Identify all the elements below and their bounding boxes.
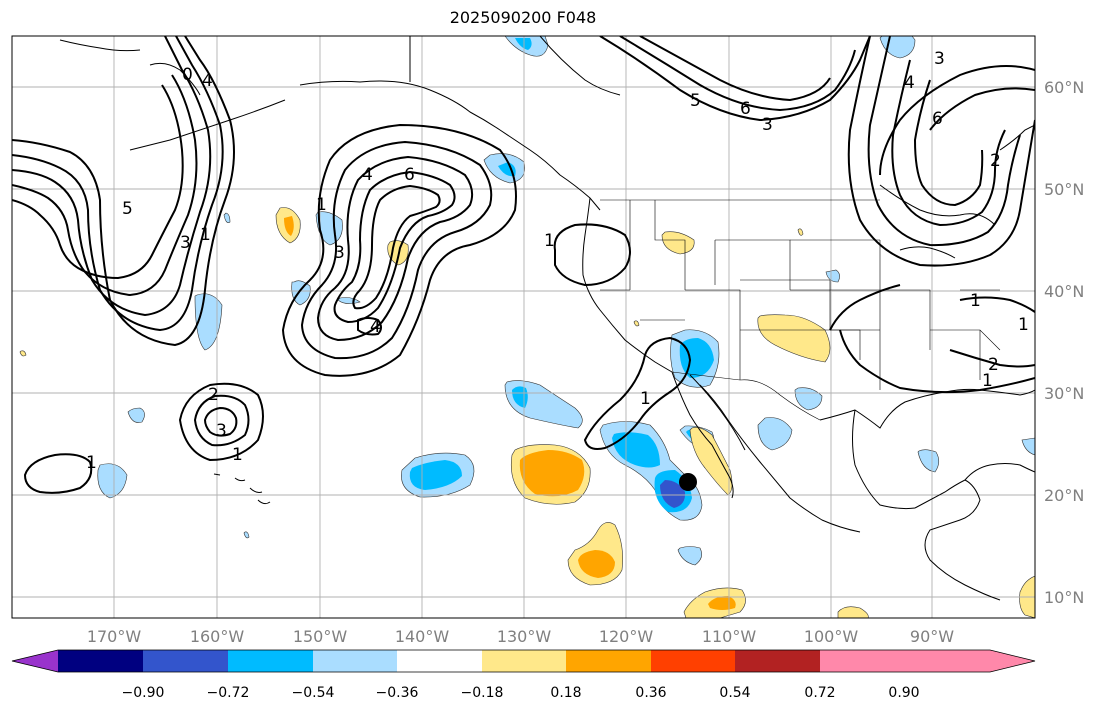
colorbar-label: −0.90 bbox=[122, 685, 165, 701]
colorbar-segment bbox=[58, 650, 143, 672]
colorbar-label: 0.72 bbox=[804, 685, 835, 701]
colorbar-segment bbox=[313, 650, 397, 672]
colorbar-label: −0.18 bbox=[461, 685, 504, 701]
colorbar-segment bbox=[482, 650, 566, 672]
colorbar-segment bbox=[651, 650, 735, 672]
colorbar-label: 0.54 bbox=[719, 685, 750, 701]
colorbar-segment bbox=[820, 650, 904, 672]
contour-label-group: 0 4 1 3 5 1 4 6 3 4 2 3 1 1 1 5 6 3 4 6 … bbox=[86, 49, 1029, 473]
contour-label: 1 bbox=[86, 453, 97, 473]
contour-label: 6 bbox=[932, 109, 943, 129]
map-frame bbox=[11, 35, 1036, 619]
contour-label: 2 bbox=[208, 385, 219, 405]
contour-label: 4 bbox=[370, 317, 381, 337]
contour-label: 1 bbox=[982, 371, 993, 391]
contour-label: 3 bbox=[180, 233, 191, 253]
longitude-axis: 170°W 160°W 150°W 140°W 130°W 120°W 110°… bbox=[87, 627, 954, 646]
contour-label: 1 bbox=[970, 291, 981, 311]
contour-lines bbox=[12, 36, 1035, 494]
longitude-label: 150°W bbox=[293, 627, 348, 646]
colorbar-segment bbox=[735, 650, 820, 672]
longitude-label: 120°W bbox=[599, 627, 654, 646]
contour-label: 1 bbox=[1018, 315, 1029, 335]
contour-label: 4 bbox=[362, 165, 373, 185]
contour-label: 1 bbox=[316, 195, 327, 215]
contour-label: 3 bbox=[934, 49, 945, 69]
contour-label: 3 bbox=[216, 421, 227, 441]
latitude-label: 30°N bbox=[1044, 384, 1084, 403]
latitude-axis: 60°N 50°N 40°N 30°N 20°N 10°N bbox=[1044, 78, 1084, 607]
contour-label: 4 bbox=[904, 73, 915, 93]
latitude-label: 10°N bbox=[1044, 588, 1084, 607]
contour-label: 3 bbox=[762, 115, 773, 135]
coastlines bbox=[59, 36, 1035, 601]
longitude-label: 160°W bbox=[190, 627, 245, 646]
colorbar-label: −0.72 bbox=[207, 685, 250, 701]
longitude-label: 140°W bbox=[395, 627, 450, 646]
contour-label: 1 bbox=[232, 445, 243, 465]
contour-label: 5 bbox=[122, 199, 133, 219]
chart-title: 2025090200 F048 bbox=[449, 8, 597, 27]
colorbar-segment bbox=[228, 650, 313, 672]
contour-label: 6 bbox=[404, 165, 415, 185]
contour-label: 5 bbox=[690, 91, 701, 111]
longitude-label: 100°W bbox=[804, 627, 859, 646]
borders bbox=[600, 199, 1001, 421]
contour-label: 1 bbox=[640, 389, 651, 409]
contour-label: 2 bbox=[990, 151, 1001, 171]
colorbar-label: 0.36 bbox=[635, 685, 666, 701]
colorbar-extend-high bbox=[904, 650, 1035, 672]
longitude-label: 170°W bbox=[87, 627, 142, 646]
colorbar-segment bbox=[143, 650, 228, 672]
contour-label: 6 bbox=[740, 99, 751, 119]
gridlines bbox=[12, 36, 1035, 618]
colorbar-segment bbox=[397, 650, 482, 672]
colorbar-label: 0.90 bbox=[888, 685, 919, 701]
longitude-label: 130°W bbox=[497, 627, 552, 646]
latitude-label: 40°N bbox=[1044, 282, 1084, 301]
colorbar-label: −0.36 bbox=[376, 685, 419, 701]
contour-label: 1 bbox=[544, 231, 555, 251]
colorbar-label: 0.18 bbox=[550, 685, 581, 701]
longitude-label: 90°W bbox=[910, 627, 954, 646]
latitude-label: 50°N bbox=[1044, 180, 1084, 199]
contour-label: 0 bbox=[182, 65, 193, 85]
colorbar-label: −0.54 bbox=[292, 685, 335, 701]
colorbar-segment bbox=[566, 650, 651, 672]
location-marker bbox=[679, 473, 697, 491]
colorbar: −0.90 −0.72 −0.54 −0.36 −0.18 0.18 0.36 … bbox=[11, 649, 1036, 701]
contour-label: 1 bbox=[200, 225, 211, 245]
colorbar-extend-low bbox=[12, 650, 58, 672]
contour-label: 4 bbox=[202, 71, 213, 91]
map-background bbox=[12, 36, 1035, 618]
latitude-label: 20°N bbox=[1044, 486, 1084, 505]
contour-label: 3 bbox=[334, 243, 345, 263]
latitude-label: 60°N bbox=[1044, 78, 1084, 97]
contour-label: 2 bbox=[988, 355, 999, 375]
longitude-label: 110°W bbox=[702, 627, 757, 646]
